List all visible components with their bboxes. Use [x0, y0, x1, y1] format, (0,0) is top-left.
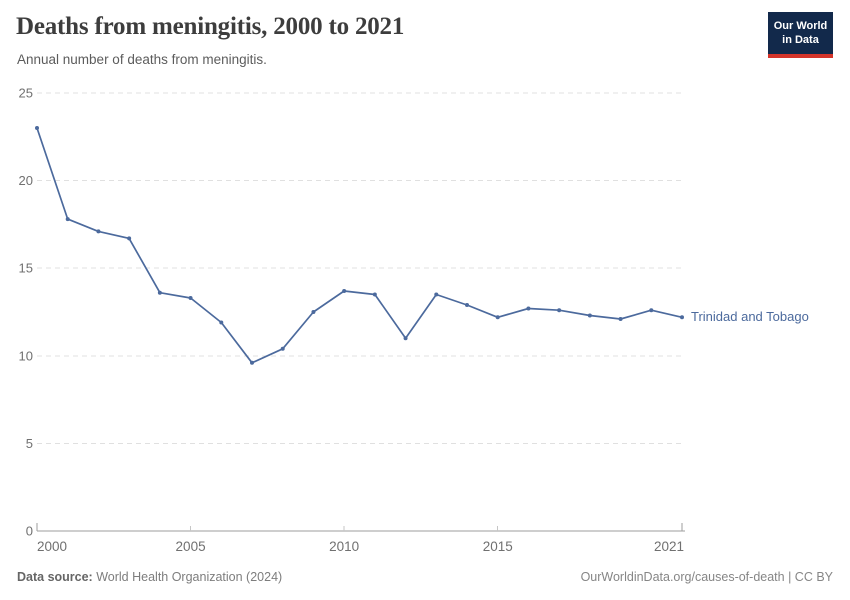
x-axis-label-2005: 2005: [176, 539, 206, 554]
data-point-2021[interactable]: [680, 315, 684, 320]
x-axis-label-2015: 2015: [483, 539, 513, 554]
data-point-2019[interactable]: [618, 317, 623, 322]
y-axis-label-20: 20: [19, 173, 33, 188]
data-point-2010[interactable]: [342, 288, 347, 293]
data-source-label: Data source:: [17, 570, 93, 584]
data-point-2020[interactable]: [649, 308, 654, 313]
data-point-2004[interactable]: [157, 290, 162, 295]
data-source-value: World Health Organization (2024): [96, 570, 283, 584]
y-axis-label-25: 25: [19, 86, 33, 101]
chart-subtitle: Annual number of deaths from meningitis.: [17, 52, 267, 67]
data-point-2001[interactable]: [65, 217, 70, 222]
series-entity-label[interactable]: Trinidad and Tobago: [691, 309, 809, 325]
data-point-2006[interactable]: [219, 320, 224, 325]
x-axis-label-2010: 2010: [329, 539, 359, 554]
series-line[interactable]: [36, 127, 683, 364]
data-point-2009[interactable]: [311, 310, 316, 314]
page-title: Deaths from meningitis, 2000 to 2021: [16, 13, 405, 40]
data-point-2016[interactable]: [526, 306, 531, 311]
data-point-2013[interactable]: [434, 292, 439, 297]
data-point-2012[interactable]: [403, 336, 408, 341]
data-point-2008[interactable]: [280, 346, 285, 351]
x-axis-label-2021: 2021: [654, 539, 684, 554]
x-axis-label-2000: 2000: [37, 539, 67, 554]
data-point-2014[interactable]: [465, 302, 469, 307]
data-point-2007[interactable]: [250, 360, 254, 365]
license-note: OurWorldinData.org/causes-of-death | CC …: [580, 570, 833, 584]
chart-footer: Data source: World Health Organization (…: [17, 570, 833, 584]
y-axis-label-15: 15: [19, 261, 33, 276]
owid-logo-accent-bar: [768, 53, 833, 58]
owid-logo-text: Our World in Data: [768, 12, 833, 54]
data-source-note: Data source: World Health Organization (…: [17, 570, 282, 584]
data-point-2015[interactable]: [495, 315, 500, 320]
data-point-2005[interactable]: [188, 295, 193, 300]
data-point-2017[interactable]: [557, 308, 562, 313]
data-point-2011[interactable]: [372, 292, 377, 297]
data-point-2000[interactable]: [35, 126, 39, 131]
data-point-2018[interactable]: [587, 313, 592, 318]
data-point-2002[interactable]: [96, 229, 101, 234]
y-axis-label-10: 10: [19, 348, 33, 363]
y-axis-label-5: 5: [26, 436, 33, 451]
owid-logo[interactable]: Our World in Data: [768, 12, 833, 58]
data-point-2003[interactable]: [127, 236, 132, 241]
y-axis-label-0: 0: [26, 524, 33, 539]
